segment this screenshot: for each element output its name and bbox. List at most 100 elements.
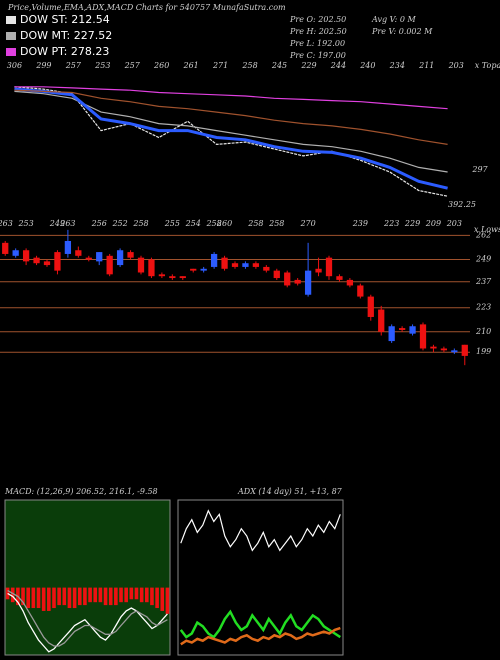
candle-body — [22, 250, 30, 262]
histogram-bar — [134, 587, 139, 600]
series-line — [180, 509, 341, 552]
candle-body — [137, 257, 145, 273]
histogram-bar — [72, 587, 77, 609]
x-tick-label: 260 — [153, 61, 169, 70]
candle-body — [315, 268, 322, 273]
x-tick-label: 260 — [216, 219, 232, 228]
histogram-bar — [98, 587, 103, 603]
x-tick-label: 270 — [299, 219, 315, 228]
histogram-bar — [155, 587, 159, 609]
histogram-bar — [41, 587, 46, 611]
candle-body — [179, 276, 186, 279]
histogram-bar — [150, 587, 154, 606]
x-tick-label: 253 — [94, 61, 110, 70]
candle-body — [158, 274, 166, 277]
y-tick-label: 249 — [475, 255, 491, 264]
panel-frame — [4, 499, 171, 656]
histogram-bar — [124, 587, 128, 603]
candle-body — [388, 326, 395, 342]
x-tick-label: 252 — [111, 219, 127, 228]
x-tick-label: 258 — [247, 219, 263, 228]
panel-title: ADX (14 day) 51, +13, 87 — [237, 487, 343, 496]
histogram-bar — [88, 587, 92, 603]
histogram-bar — [119, 587, 123, 603]
candle-body — [190, 268, 197, 271]
candle-body — [273, 270, 280, 279]
legend-label: DOW MT: 227.52 — [20, 29, 112, 42]
x-tick-label: 257 — [65, 61, 82, 70]
candle-body — [451, 350, 458, 353]
histogram-bar — [21, 587, 25, 606]
y-tick-label: 223 — [475, 303, 491, 312]
info-text: Pre C: 197.00 — [289, 51, 346, 60]
info-text: Pre L: 192.00 — [289, 39, 345, 48]
x-tick-label: 271 — [212, 61, 228, 70]
candle-body — [284, 272, 291, 286]
candle-body — [148, 259, 155, 277]
x-tick-label: 258 — [132, 219, 148, 228]
x-tick-label: 256 — [91, 219, 107, 228]
annotation: x Lows — [474, 225, 500, 234]
x-tick-label: 255 — [164, 219, 180, 228]
histogram-bar — [26, 587, 31, 609]
annotation: 392.25 — [448, 200, 476, 209]
legend-swatch — [6, 32, 16, 40]
candle-body — [64, 240, 72, 254]
histogram-bar — [52, 587, 56, 609]
candle-body — [336, 276, 343, 280]
x-tick-label: 257 — [124, 61, 141, 70]
histogram-bar — [160, 587, 165, 611]
histogram-bar — [47, 587, 51, 611]
candle-body — [304, 270, 312, 295]
annotation: x Topa — [475, 61, 500, 70]
series-line — [179, 609, 341, 639]
x-tick-label: 261 — [183, 61, 199, 70]
histogram-bar — [10, 587, 15, 603]
series-line — [14, 87, 448, 190]
info-text: Pre O: 202.50 — [289, 15, 346, 24]
x-tick-label: 263 — [59, 219, 75, 228]
candle-body — [367, 296, 374, 317]
candle-body — [75, 250, 82, 256]
x-tick-label: 211 — [418, 61, 434, 70]
x-tick-label: 203 — [446, 219, 462, 228]
histogram-bar — [129, 587, 134, 600]
series-line — [7, 592, 168, 653]
legend-swatch — [6, 48, 16, 56]
page-title: Price,Volume,EMA,ADX,MACD Charts for 540… — [7, 3, 286, 12]
y-tick-label: 237 — [475, 277, 492, 286]
histogram-bar — [93, 587, 98, 603]
candle-body — [461, 344, 468, 356]
series-line — [14, 86, 448, 197]
legend-label: DOW PT: 278.23 — [20, 45, 109, 58]
candle-body — [12, 250, 19, 256]
candle-body — [409, 326, 416, 334]
candle-body — [96, 252, 103, 262]
candle-body — [346, 279, 354, 286]
histogram-bar — [62, 587, 67, 606]
series-line — [180, 626, 341, 646]
candle-body — [398, 328, 406, 330]
histogram-bar — [83, 587, 87, 606]
series-line — [14, 89, 448, 145]
candle-body — [200, 268, 207, 271]
candle-body — [440, 348, 448, 351]
y-tick-label: 210 — [475, 327, 491, 336]
histogram-bar — [139, 587, 144, 603]
x-tick-label: 240 — [359, 61, 375, 70]
x-tick-label: 203 — [448, 61, 464, 70]
candle-body — [378, 309, 385, 332]
candle-body — [252, 263, 260, 267]
info-text: Pre H: 202.50 — [289, 27, 347, 36]
candle-body — [221, 257, 228, 269]
x-tick-label: 253 — [17, 219, 33, 228]
legend-label: DOW ST: 212.54 — [20, 13, 110, 26]
candle-body — [231, 263, 239, 267]
x-tick-label: 209 — [425, 219, 441, 228]
x-tick-label: 258 — [268, 219, 284, 228]
histogram-bar — [57, 587, 61, 606]
y-tick-label: 262 — [475, 230, 491, 239]
candle-body — [85, 257, 92, 260]
x-tick-label: 245 — [271, 61, 287, 70]
